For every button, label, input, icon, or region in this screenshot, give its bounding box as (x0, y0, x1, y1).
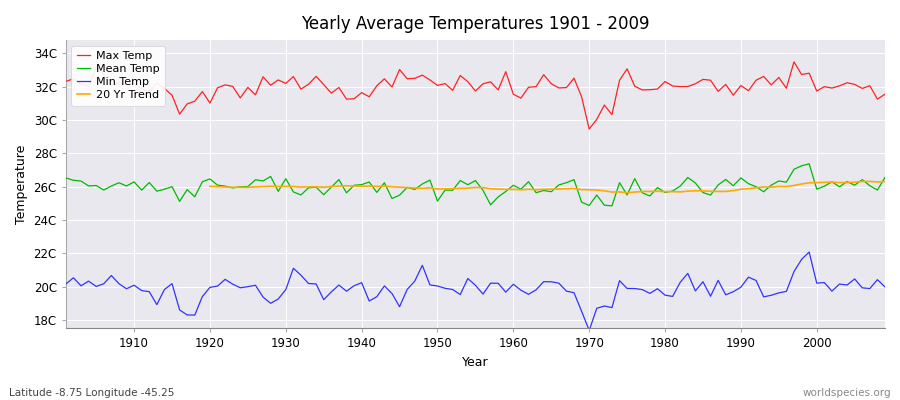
Line: 20 Yr Trend: 20 Yr Trend (210, 181, 885, 193)
Mean Temp (60, 176, 71, 180)
Legend: Max Temp, Mean Temp, Min Temp, 20 Yr Trend: Max Temp, Mean Temp, Min Temp, 20 Yr Tre… (71, 46, 165, 106)
Mean Temp (508, 183, 518, 188)
Max Temp (122, 83, 132, 88)
Mean Temp (288, 190, 299, 194)
Line: Mean Temp: Mean Temp (66, 164, 885, 206)
20 Yr Trend (599, 188, 610, 193)
Min Temp (804, 250, 814, 254)
Mean Temp (334, 177, 345, 182)
Min Temp (508, 282, 518, 287)
Mean Temp (804, 162, 814, 166)
Mean Temp (599, 203, 610, 208)
Max Temp (500, 69, 511, 74)
Line: Min Temp: Min Temp (66, 252, 885, 330)
Min Temp (584, 328, 595, 333)
Max Temp (879, 92, 890, 97)
Mean Temp (607, 204, 617, 208)
Mean Temp (879, 175, 890, 180)
Max Temp (288, 74, 299, 79)
20 Yr Trend (879, 179, 890, 184)
Min Temp (334, 283, 345, 288)
20 Yr Trend (288, 184, 299, 189)
Text: worldspecies.org: worldspecies.org (803, 388, 891, 398)
Max Temp (607, 112, 617, 117)
Min Temp (288, 266, 299, 271)
Title: Yearly Average Temperatures 1901 - 2009: Yearly Average Temperatures 1901 - 2009 (302, 15, 650, 33)
Min Temp (122, 286, 132, 291)
Y-axis label: Temperature: Temperature (15, 144, 28, 224)
20 Yr Trend (334, 184, 345, 188)
20 Yr Trend (508, 187, 518, 192)
Max Temp (584, 127, 595, 132)
Max Temp (508, 92, 518, 97)
Min Temp (879, 284, 890, 289)
Text: Latitude -8.75 Longitude -45.25: Latitude -8.75 Longitude -45.25 (9, 388, 175, 398)
X-axis label: Year: Year (462, 356, 489, 369)
Max Temp (334, 85, 345, 90)
Mean Temp (122, 184, 132, 188)
Min Temp (60, 282, 71, 286)
Min Temp (500, 290, 511, 294)
Min Temp (607, 305, 617, 310)
Mean Temp (500, 189, 511, 194)
20 Yr Trend (500, 187, 511, 192)
Max Temp (60, 79, 71, 84)
Max Temp (788, 60, 799, 64)
Line: Max Temp: Max Temp (66, 62, 885, 129)
